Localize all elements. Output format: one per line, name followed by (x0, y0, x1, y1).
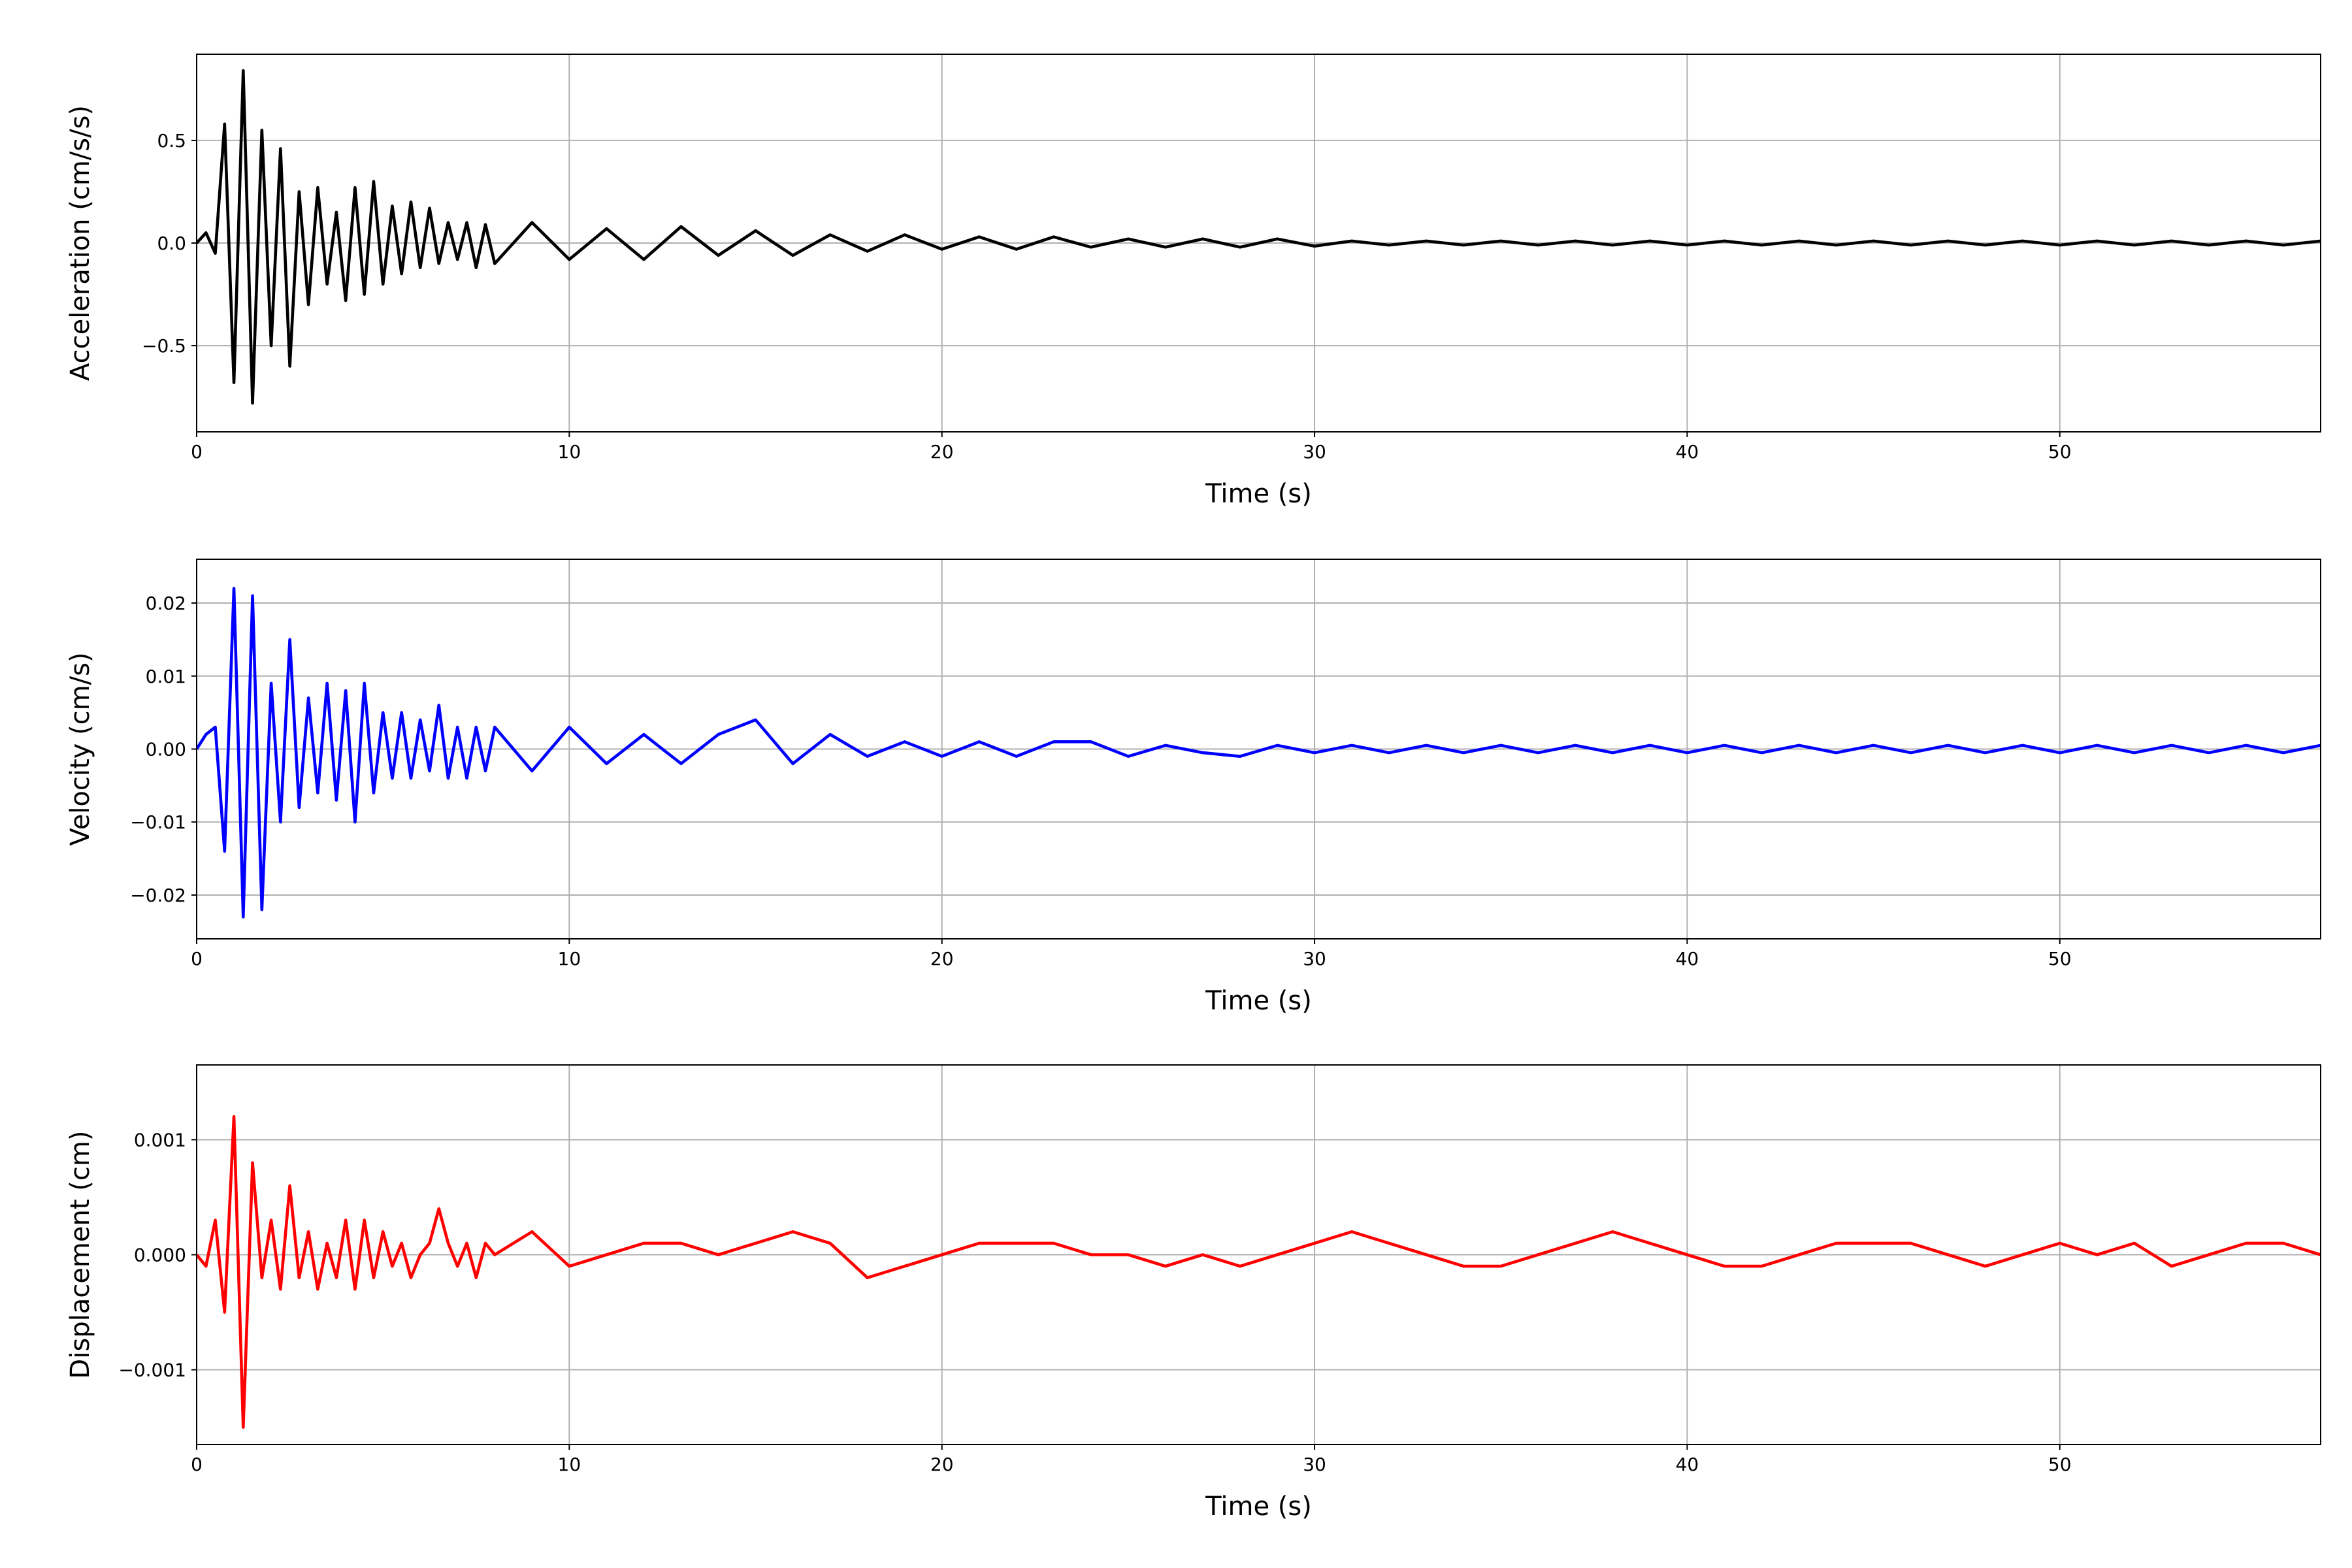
x-tick-label: 40 (1676, 1454, 1699, 1475)
plot-frame (196, 54, 2321, 433)
y-axis-label: Acceleration (cm/s/s) (65, 105, 95, 381)
x-tick-label: 40 (1676, 441, 1699, 463)
x-tick-label: 50 (2048, 948, 2072, 970)
x-tick-label: 0 (191, 441, 203, 463)
x-axis-label: Time (s) (1205, 1492, 1312, 1522)
y-tick-label: 0.000 (134, 1245, 186, 1266)
y-tick-label: 0.00 (146, 739, 186, 760)
x-tick-label: 20 (930, 1454, 954, 1475)
y-tick-label: 0.5 (157, 130, 186, 152)
x-tick-label: 50 (2048, 1454, 2072, 1475)
plot-frame (196, 1064, 2321, 1445)
y-tick-label: 0.01 (146, 666, 186, 687)
x-tick-label: 0 (191, 1454, 203, 1475)
y-tick-label: 0.001 (134, 1129, 186, 1151)
x-tick-label: 30 (1303, 441, 1326, 463)
y-tick-label: −0.02 (130, 885, 186, 906)
y-tick-label: −0.001 (118, 1360, 186, 1381)
y-tick-label: −0.01 (130, 811, 186, 833)
y-axis-label: Displacement (cm) (65, 1131, 95, 1379)
x-axis-label: Time (s) (1205, 986, 1312, 1016)
x-tick-label: 30 (1303, 1454, 1326, 1475)
data-line (197, 587, 2321, 919)
x-tick-label: 10 (558, 1454, 581, 1475)
x-axis-label: Time (s) (1205, 479, 1312, 509)
y-tick-label: −0.5 (142, 335, 186, 357)
x-tick-label: 10 (558, 441, 581, 463)
y-axis-label: Velocity (cm/s) (65, 652, 95, 845)
data-line (197, 69, 2321, 405)
x-tick-label: 50 (2048, 441, 2072, 463)
x-tick-label: 0 (191, 948, 203, 970)
x-tick-label: 40 (1676, 948, 1699, 970)
y-tick-label: 0.02 (146, 593, 186, 614)
x-tick-label: 30 (1303, 948, 1326, 970)
x-tick-label: 10 (558, 948, 581, 970)
x-tick-label: 20 (930, 441, 954, 463)
data-line (197, 1115, 2321, 1429)
x-tick-label: 20 (930, 948, 954, 970)
y-tick-label: 0.0 (157, 233, 186, 254)
plot-frame (196, 559, 2321, 939)
